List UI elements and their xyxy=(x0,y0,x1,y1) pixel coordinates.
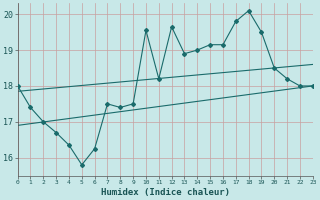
X-axis label: Humidex (Indice chaleur): Humidex (Indice chaleur) xyxy=(101,188,230,197)
